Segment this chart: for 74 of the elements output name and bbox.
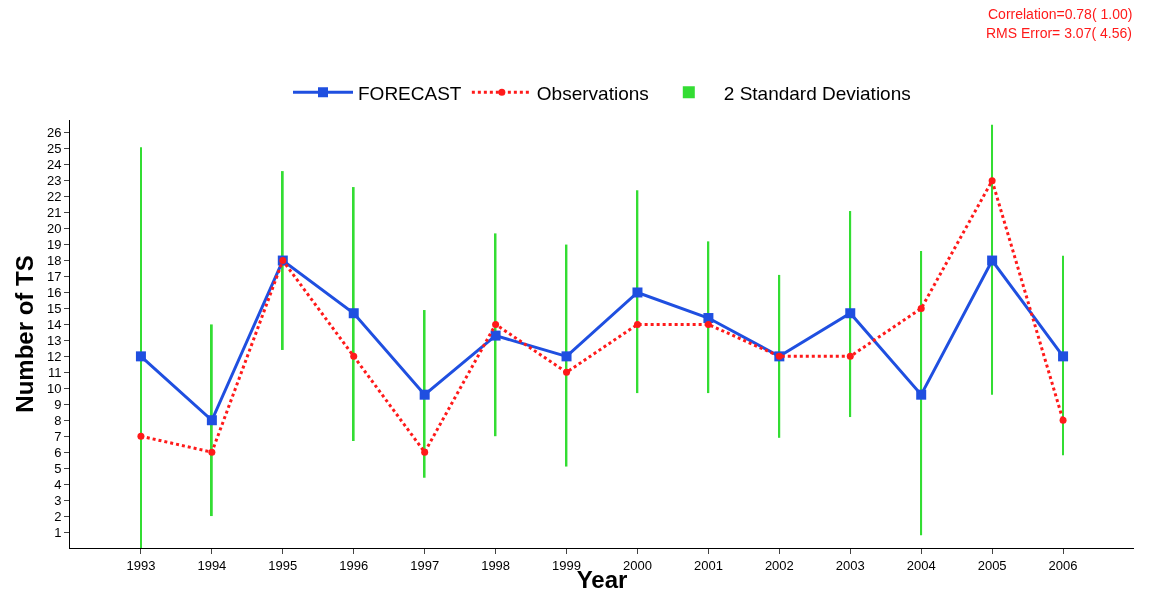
point — [988, 177, 996, 185]
bar — [991, 124, 994, 395]
bar — [140, 147, 142, 548]
x-tick-label: 1994 — [197, 557, 227, 573]
bar — [281, 171, 284, 350]
x-tick-label: 1997 — [410, 557, 440, 573]
legend-label: Observations — [536, 82, 649, 104]
y-tick-label: 7 — [54, 428, 62, 444]
y-tick-label: 26 — [46, 125, 62, 141]
point — [208, 448, 216, 456]
y-tick-label: 4 — [54, 476, 62, 492]
y-tick-label: 5 — [54, 460, 62, 476]
point — [563, 368, 571, 376]
point — [561, 351, 572, 362]
x-tick-label: 1998 — [481, 557, 511, 573]
y-tick-label: 1 — [54, 524, 62, 540]
bar — [920, 250, 923, 536]
y-tick-label: 21 — [46, 205, 62, 221]
y-tick-label: 10 — [46, 380, 62, 396]
y-tick-label: 22 — [46, 189, 62, 205]
point — [1058, 351, 1069, 362]
y-tick-label: 6 — [54, 444, 62, 460]
point — [348, 308, 359, 319]
y-tick-label: 8 — [54, 412, 62, 428]
point — [917, 304, 925, 312]
y-tick-label: 18 — [46, 253, 62, 269]
point — [845, 308, 856, 319]
x-tick-label: 2004 — [906, 557, 936, 573]
y-tick-label: 11 — [47, 364, 62, 380]
point — [632, 287, 643, 298]
x-tick-label: 1995 — [268, 557, 298, 573]
bar — [210, 324, 213, 517]
x-tick-label: 2000 — [623, 557, 652, 573]
point — [206, 415, 217, 426]
point — [846, 352, 854, 360]
text: Correlation=0.78( 1.00) — [988, 6, 1133, 22]
y-tick-label: 3 — [54, 492, 62, 508]
x-tick-label: 2001 — [693, 557, 723, 573]
y-tick-label: 16 — [46, 285, 62, 301]
legend-label: FORECAST — [358, 82, 462, 104]
point — [916, 389, 927, 400]
y-tick-label: 20 — [46, 221, 62, 237]
y-tick-label: 9 — [54, 396, 62, 412]
y-tick-label: 12 — [46, 348, 62, 364]
y-tick-label: 15 — [46, 301, 62, 316]
bar — [352, 187, 355, 441]
y-tick-label: 14 — [46, 316, 62, 332]
y-tick-label: 19 — [46, 237, 62, 253]
y-tick-label: 25 — [46, 141, 62, 157]
y-tick-label: 23 — [46, 173, 62, 189]
point — [633, 320, 641, 328]
x-tick-label: 2002 — [764, 557, 794, 573]
text: RMS Error= 3.07( 4.56) — [986, 25, 1132, 41]
point — [704, 320, 712, 328]
x-tick-label: 2006 — [1048, 557, 1078, 573]
x-tick-label: 1993 — [126, 557, 156, 573]
y-tick-label: 2 — [54, 508, 62, 524]
y-tick-label: 13 — [46, 332, 62, 348]
point — [490, 330, 501, 341]
y-tick-label: 24 — [46, 157, 62, 173]
x-tick-label: 2003 — [835, 557, 865, 573]
point — [492, 320, 500, 328]
point — [421, 448, 429, 456]
point — [135, 351, 146, 362]
point — [350, 352, 358, 360]
y-tick-label: 17 — [46, 269, 62, 285]
point — [1059, 416, 1067, 424]
point — [137, 432, 145, 440]
point — [419, 389, 430, 400]
x-tick-label: 2005 — [977, 557, 1007, 573]
y-axis-title: Number of TS — [11, 255, 39, 413]
x-tick-label: 1996 — [339, 557, 369, 573]
point — [987, 255, 998, 266]
legend-label: 2 Standard Deviations — [723, 82, 911, 104]
